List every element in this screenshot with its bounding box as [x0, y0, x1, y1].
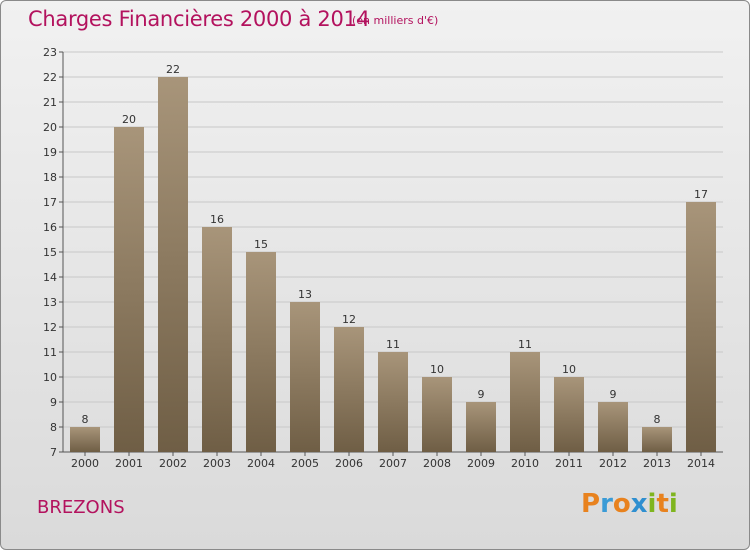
x-tick-label: 2004 [247, 457, 275, 470]
data-label: 8 [654, 413, 661, 426]
x-tick-label: 2003 [203, 457, 231, 470]
logo-letter: P [581, 489, 601, 519]
data-label: 11 [386, 338, 400, 351]
logo-letter: r [600, 489, 613, 519]
x-tick-label: 2011 [555, 457, 583, 470]
data-label: 9 [610, 388, 617, 401]
y-tick-label: 14 [43, 271, 57, 284]
x-tick-label: 2007 [379, 457, 407, 470]
chart-subtitle: (en milliers d'€) [352, 14, 439, 27]
data-label: 20 [122, 113, 136, 126]
bar [158, 77, 188, 452]
y-tick-label: 16 [43, 221, 57, 234]
commune-name: BREZONS [37, 497, 125, 518]
data-label: 10 [430, 363, 444, 376]
logo-letter: i [647, 489, 657, 519]
bar [598, 402, 628, 452]
y-tick-label: 17 [43, 196, 57, 209]
bar [510, 352, 540, 452]
data-label: 13 [298, 288, 312, 301]
x-tick-label: 2001 [115, 457, 143, 470]
data-label: 9 [478, 388, 485, 401]
bar [466, 402, 496, 452]
bar [378, 352, 408, 452]
logo-letter: x [630, 489, 648, 519]
bar [246, 252, 276, 452]
y-tick-label: 21 [43, 96, 57, 109]
x-tick-label: 2013 [643, 457, 671, 470]
y-tick-label: 23 [43, 46, 57, 59]
bar [554, 377, 584, 452]
x-tick-label: 2006 [335, 457, 363, 470]
bar [334, 327, 364, 452]
x-tick-label: 2000 [71, 457, 99, 470]
logo-letter: i [668, 489, 678, 519]
data-label: 12 [342, 313, 356, 326]
y-tick-label: 18 [43, 171, 57, 184]
x-tick-label: 2002 [159, 457, 187, 470]
data-label: 11 [518, 338, 532, 351]
data-label: 17 [694, 188, 708, 201]
y-tick-label: 15 [43, 246, 57, 259]
data-label: 8 [82, 413, 89, 426]
labels: 7 8 9 10 11 12 13 14 15 16 17 18 19 20 21 22 23 2000 8 2001… [43, 46, 715, 470]
data-label: 16 [210, 213, 224, 226]
y-tick-label: 22 [43, 71, 57, 84]
logo-letter: t [656, 489, 669, 519]
y-tick-label: 9 [50, 396, 57, 409]
x-tick-label: 2008 [423, 457, 451, 470]
data-label: 15 [254, 238, 268, 251]
y-tick-label: 12 [43, 321, 57, 334]
logo-letter: o [612, 489, 631, 519]
bar [114, 127, 144, 452]
y-tick-label: 20 [43, 121, 57, 134]
y-tick-label: 11 [43, 346, 57, 359]
x-tick-label: 2009 [467, 457, 495, 470]
x-tick-label: 2014 [687, 457, 715, 470]
bar [642, 427, 672, 452]
bar [70, 427, 100, 452]
bar [422, 377, 452, 452]
y-tick-label: 19 [43, 146, 57, 159]
chart-title: Charges Financières 2000 à 2014 [28, 7, 370, 31]
bars [70, 77, 716, 452]
x-tick-label: 2010 [511, 457, 539, 470]
bar [686, 202, 716, 452]
data-label: 22 [166, 63, 180, 76]
y-tick-label: 8 [50, 421, 57, 434]
bar [290, 302, 320, 452]
y-tick-label: 13 [43, 296, 57, 309]
y-tick-label: 7 [50, 446, 57, 459]
bar [202, 227, 232, 452]
data-label: 10 [562, 363, 576, 376]
proxiti-logo[interactable]: Proxiti [581, 489, 678, 519]
x-tick-label: 2012 [599, 457, 627, 470]
x-tick-label: 2005 [291, 457, 319, 470]
y-tick-label: 10 [43, 371, 57, 384]
